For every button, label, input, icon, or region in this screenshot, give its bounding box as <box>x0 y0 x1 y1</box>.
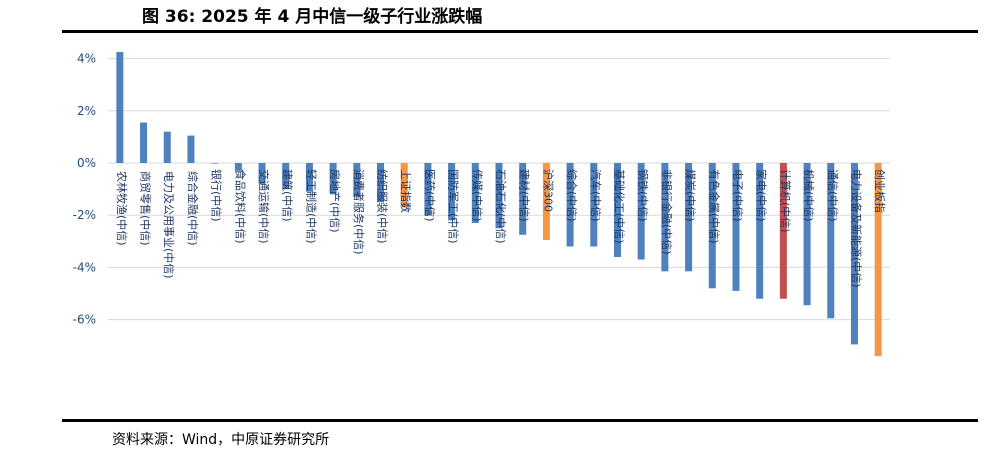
bar <box>211 163 219 164</box>
category-label: 房地产(中信) <box>328 169 342 233</box>
y-tick-label: 4% <box>77 52 96 66</box>
y-tick-label: -6% <box>73 313 96 327</box>
bar <box>353 163 361 197</box>
y-tick-label: -4% <box>73 260 96 274</box>
bar <box>874 163 882 357</box>
bar <box>234 163 242 171</box>
category-label: 传媒(中信) <box>470 169 483 222</box>
category-label: 交通运输(中信) <box>257 169 271 244</box>
y-tick-label: 2% <box>77 104 96 118</box>
category-label: 计算机(中信) <box>778 169 792 233</box>
bar <box>637 163 645 260</box>
bar <box>756 163 764 299</box>
category-label: 消费者服务(中信) <box>352 169 366 255</box>
bar <box>187 135 195 163</box>
bar <box>329 163 337 195</box>
bar <box>803 163 811 306</box>
category-label: 基础化工(中信) <box>612 169 626 244</box>
category-label: 机械(中信) <box>802 169 816 222</box>
y-tick-label: 0% <box>77 156 96 170</box>
category-label: 纺织服装(中信) <box>376 169 390 244</box>
chart-title: 图 36: 2025 年 4 月中信一级子行业涨跌幅 <box>142 7 483 27</box>
category-label: 轻工制造(中信) <box>304 169 318 244</box>
bar <box>495 163 503 229</box>
category-label: 有色金属(中信) <box>707 169 721 244</box>
bar <box>400 163 408 208</box>
bar <box>779 163 787 299</box>
category-label: 综合金融(中信) <box>186 171 200 246</box>
category-label: 建筑(中信) <box>281 169 295 222</box>
category-label: 电力及公用事业(中信) <box>162 171 175 279</box>
bar <box>116 52 124 164</box>
bar <box>163 131 171 163</box>
bar <box>685 163 693 272</box>
bar-series <box>116 52 882 357</box>
category-label: 食品饮料(中信) <box>233 169 247 244</box>
category-label: 银行(中信) <box>210 169 224 222</box>
bar <box>566 163 574 247</box>
bar <box>519 163 527 235</box>
category-label: 医药(中信) <box>423 169 436 222</box>
bar <box>732 163 740 291</box>
bar <box>448 163 456 221</box>
top-rule <box>62 30 978 33</box>
source-note: 资料来源：Wind，中原证券研究所 <box>112 432 330 448</box>
bar <box>471 163 479 224</box>
category-labels: 农林牧渔(中信) 商贸零售(中信) 电力及公用事业(中信) 综合金融(中信) 银行(中信… <box>115 169 887 288</box>
category-label: 石油石化(中信) <box>494 169 508 244</box>
category-label: 通信(中信) <box>826 169 839 222</box>
bar <box>613 163 621 257</box>
bar <box>140 122 148 163</box>
category-label: 煤炭(中信) <box>684 169 697 222</box>
category-label: 商贸零售(中信) <box>139 171 153 246</box>
bar <box>377 163 385 203</box>
bar <box>590 163 598 247</box>
category-label: 综合(中信) <box>565 169 579 222</box>
bar <box>282 163 290 190</box>
bar <box>305 163 313 192</box>
category-label: 汽车(中信) <box>589 169 603 222</box>
bar <box>424 163 432 216</box>
bar <box>850 163 858 345</box>
bottom-rule <box>62 419 978 422</box>
category-label: 农林牧渔(中信) <box>115 171 129 246</box>
category-label: 钢铁(中信) <box>636 169 649 222</box>
bar <box>661 163 669 272</box>
category-label: 电力设备及新能源(中信) <box>849 169 863 288</box>
category-label: 创业板指 <box>873 169 887 213</box>
y-axis: 4% 2% 0% -2% -4% -6% <box>73 52 96 327</box>
y-tick-label: -2% <box>73 208 96 222</box>
bar <box>708 163 716 289</box>
category-label: 国防军工(中信) <box>447 169 461 244</box>
category-label: 沪深300 <box>541 169 555 212</box>
bar <box>827 163 835 319</box>
category-label: 家电(中信) <box>755 169 769 222</box>
bar <box>542 163 550 240</box>
category-label: 建材(中信) <box>518 169 532 222</box>
category-label: 上证指数 <box>399 169 413 213</box>
category-label: 非银行金融(中信) <box>660 169 674 255</box>
bar <box>258 163 266 184</box>
category-label: 电子(中信) <box>731 169 744 222</box>
